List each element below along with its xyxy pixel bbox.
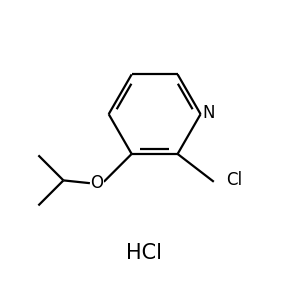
Text: HCl: HCl bbox=[125, 243, 162, 263]
Text: Cl: Cl bbox=[226, 172, 243, 189]
Text: N: N bbox=[203, 104, 215, 122]
Text: O: O bbox=[90, 174, 103, 192]
